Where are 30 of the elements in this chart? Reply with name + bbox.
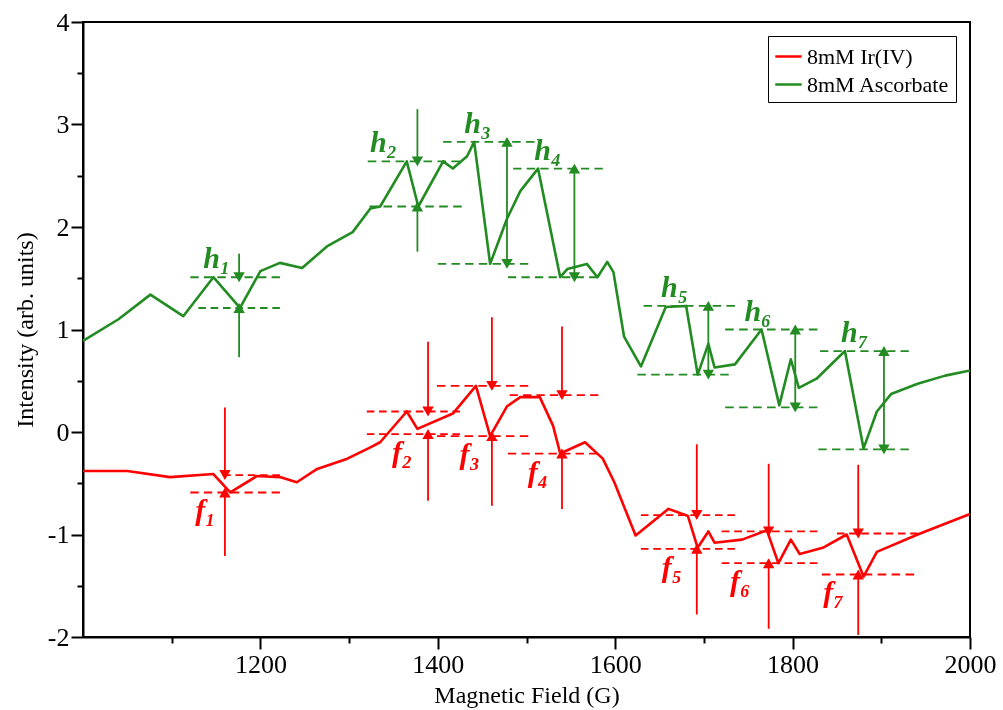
annotation: h₆ xyxy=(744,293,772,327)
annotation: h₂ xyxy=(370,125,398,159)
annotation: h₇ xyxy=(841,315,869,349)
annotation: h₃ xyxy=(464,105,492,139)
x-tick-label: 1400 xyxy=(412,649,465,679)
y-tick-label: 3 xyxy=(56,110,70,139)
annotation: f₆ xyxy=(730,564,751,598)
y-axis-title: Intensity (arb. units) xyxy=(11,232,38,428)
annotation: h₁ xyxy=(203,241,231,275)
y-tick-label: 2 xyxy=(56,212,70,242)
y-tick-label: 4 xyxy=(56,7,70,37)
annotation: f₄ xyxy=(527,454,549,488)
x-tick-label: 1200 xyxy=(234,649,287,679)
y-tick-label: -1 xyxy=(47,520,70,549)
annotation: f₃ xyxy=(459,437,480,471)
x-tick-label: 2000 xyxy=(944,649,997,679)
annotation: h₅ xyxy=(661,269,689,303)
annotation: h₄ xyxy=(534,132,562,166)
x-tick-label: 1600 xyxy=(589,649,642,679)
legend-label: 8mM Ir(IV) xyxy=(807,43,913,69)
annotation: f₇ xyxy=(823,575,844,609)
annotation: f₂ xyxy=(392,435,413,469)
x-axis-title: Magnetic Field (G) xyxy=(434,681,620,708)
y-tick-label: 1 xyxy=(56,315,70,344)
annotation: f₁ xyxy=(195,493,216,527)
legend-label: 8mM Ascorbate xyxy=(807,71,949,97)
y-tick-label: 0 xyxy=(56,417,70,447)
annotation: f₅ xyxy=(661,549,683,583)
y-tick-label: -2 xyxy=(47,622,70,652)
x-tick-label: 1800 xyxy=(767,649,820,679)
